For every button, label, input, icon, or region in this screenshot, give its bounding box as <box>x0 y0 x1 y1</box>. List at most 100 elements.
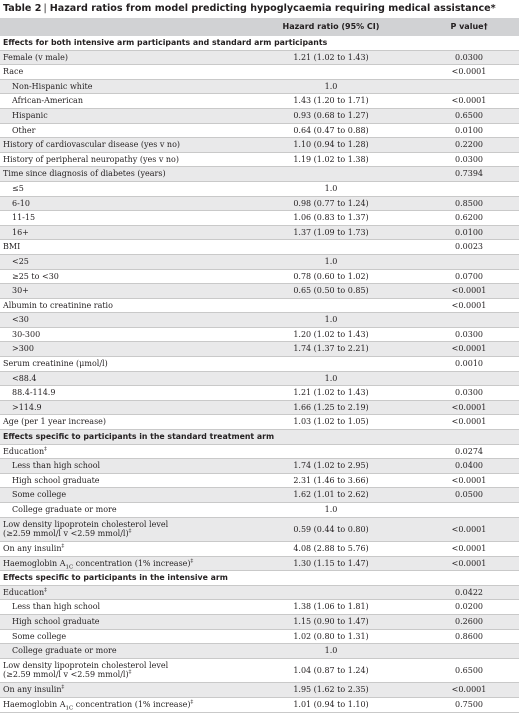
p-value-cell: 0.0200 <box>455 602 483 612</box>
row-label-text: High school graduate <box>12 475 100 485</box>
row-label-text: Low density lipoprotein cholesterol leve… <box>3 660 169 670</box>
row-label-text: Race <box>3 67 24 77</box>
table-row: 88.4-114.9 1.21 (1.02 to 1.43) 0.0300 <box>0 386 519 401</box>
row-label: College graduate or more <box>12 503 117 518</box>
table-row: College graduate or more 1.0 <box>0 503 519 518</box>
table-row: <25 1.0 <box>0 254 519 270</box>
table-row: Age (per 1 year increase) 1.03 (1.02 to 1… <box>0 415 519 431</box>
table-title-text: Hazard ratios from model predicting hypo… <box>49 3 496 14</box>
table-row: Race <0.0001 <box>0 65 519 80</box>
row-label: 30-300 <box>12 328 40 343</box>
p-value-cell: <0.0001 <box>451 402 487 412</box>
row-label: ≥25 to <30 <box>12 270 59 285</box>
row-label-text: concentration (1% increase) <box>73 558 191 568</box>
p-value-cell: 0.0422 <box>455 587 483 597</box>
hazard-ratio-cell: 1.21 (1.02 to 1.43) <box>293 388 369 398</box>
p-value-cell: 0.6200 <box>455 213 483 223</box>
hazard-ratio-cell: 1.74 (1.02 to 2.95) <box>293 461 369 471</box>
p-value-cell: <0.0001 <box>451 67 487 77</box>
table-row: Low density lipoprotein cholesterol leve… <box>0 659 519 684</box>
row-label: Serum creatinine (μmol/l) <box>3 357 108 372</box>
p-value-cell: 0.0700 <box>455 271 483 281</box>
section-heading-row: Effects specific to participants in the … <box>0 430 519 445</box>
p-value-cell: <0.0001 <box>451 524 487 534</box>
table-row: BMI 0.0023 <box>0 240 519 255</box>
table-row: College graduate or more 1.0 <box>0 644 519 659</box>
table-row: >114.9 1.66 (1.25 to 2.19) <0.0001 <box>0 400 519 416</box>
row-label: On any insulin‡ <box>3 542 64 557</box>
row-label-text: 11-15 <box>12 213 36 223</box>
table-row: Serum creatinine (μmol/l) 0.0010 <box>0 357 519 372</box>
row-label-subscript: 1C <box>65 705 74 712</box>
table-number: Table 2 <box>3 3 42 14</box>
header-p-value: P value† <box>450 22 488 31</box>
hazard-ratio-cell: 1.15 (0.90 to 1.47) <box>293 617 369 627</box>
hazard-ratio-cell: 1.38 (1.06 to 1.81) <box>293 602 369 612</box>
hazard-ratio-cell: 1.0 <box>324 81 338 91</box>
p-value-cell: <0.0001 <box>451 417 487 427</box>
row-label-text-line2: (≥2.59 mmol/l v <2.59 mmol/l) <box>3 670 129 680</box>
hazard-ratio-cell: 1.0 <box>324 373 338 383</box>
hazard-ratio-cell: 1.0 <box>324 646 338 656</box>
p-value-cell: 0.6500 <box>455 110 483 120</box>
row-label-text: On any insulin <box>3 544 62 554</box>
row-label-text: College graduate or more <box>12 646 117 656</box>
row-label: High school graduate <box>12 615 100 630</box>
table-title: Table 2 | Hazard ratios from model predict… <box>0 0 519 18</box>
p-value-cell: <0.0001 <box>451 558 487 568</box>
table-row: 11-15 1.06 (0.83 to 1.37) 0.6200 <box>0 211 519 226</box>
table-row: High school graduate 1.15 (0.90 to 1.47) 0… <box>0 615 519 630</box>
row-label-text: Haemoglobin A <box>3 699 66 709</box>
p-value-cell: 0.0400 <box>455 461 483 471</box>
table-row: 16+ 1.37 (1.09 to 1.73) 0.0100 <box>0 225 519 241</box>
row-label: High school graduate <box>12 474 100 489</box>
p-value-cell: 0.0300 <box>455 329 483 339</box>
row-label: Hispanic <box>12 109 48 124</box>
table-row: Other 0.64 (0.47 to 0.88) 0.0100 <box>0 124 519 139</box>
table-row: Female (v male) 1.21 (1.02 to 1.43) 0.0300 <box>0 50 519 66</box>
hazard-ratio-cell: 4.08 (2.88 to 5.76) <box>293 544 369 554</box>
row-label-text: Effects for both intensive arm participa… <box>3 38 328 47</box>
row-label: <88.4 <box>12 372 37 387</box>
row-label-text: >114.9 <box>12 402 42 412</box>
row-label-text: Effects specific to participants in the … <box>3 432 275 442</box>
row-label-text: <88.4 <box>12 373 37 383</box>
row-label: Haemoglobin A1C concentration (1% increa… <box>3 698 193 713</box>
row-label: Less than high school <box>12 600 100 615</box>
row-label: ≤5 <box>12 182 24 197</box>
table-row: Hispanic 0.93 (0.68 to 1.27) 0.6500 <box>0 108 519 124</box>
p-value-cell: 0.0010 <box>455 359 483 369</box>
hazard-ratio-cell: 0.59 (0.44 to 0.80) <box>293 524 369 534</box>
row-label-text: >300 <box>12 344 34 354</box>
row-label: History of cardiovascular disease (yes v… <box>3 138 180 153</box>
row-label: Female (v male) <box>3 51 68 66</box>
section-heading-row: Effects specific to participants in the … <box>0 571 519 586</box>
row-label-text: 6-10 <box>12 198 30 208</box>
row-label-text: Less than high school <box>12 602 101 612</box>
p-value-cell: 0.0300 <box>455 388 483 398</box>
table-row: High school graduate 2.31 (1.46 to 3.66) <… <box>0 474 519 489</box>
table-row: <88.4 1.0 <box>0 371 519 387</box>
p-value-cell: 0.7500 <box>455 699 483 709</box>
section-heading: Effects specific to participants in the … <box>3 571 228 586</box>
p-value-cell: <0.0001 <box>451 300 487 310</box>
row-label-text: Education <box>3 587 45 597</box>
table-row: Time since diagnosis of diabetes (years)… <box>0 167 519 182</box>
p-value-cell: <0.0001 <box>451 685 487 695</box>
table-row: Haemoglobin A1C concentration (1% increa… <box>0 556 519 572</box>
table-row: Education‡ 0.0422 <box>0 585 519 601</box>
p-value-cell: <0.0001 <box>451 344 487 354</box>
table-body: Effects for both intensive arm participa… <box>0 36 519 713</box>
hazard-ratio-cell: 1.01 (0.94 to 1.10) <box>293 699 369 709</box>
row-label: Low density lipoprotein cholesterol leve… <box>3 661 168 680</box>
row-label-text: Albumin to creatinine ratio <box>3 300 113 310</box>
row-label: Some college <box>12 488 66 503</box>
row-label: History of peripheral neuropathy (yes v … <box>3 153 179 168</box>
table-row: Education‡ 0.0274 <box>0 445 519 460</box>
table-row: History of peripheral neuropathy (yes v … <box>0 153 519 168</box>
row-label-text: Age (per 1 year increase) <box>3 417 107 427</box>
hazard-ratio-cell: 1.21 (1.02 to 1.43) <box>293 52 369 62</box>
table-row: >300 1.74 (1.37 to 2.21) <0.0001 <box>0 342 519 358</box>
row-label-text: Female (v male) <box>3 52 68 62</box>
section-heading: Effects for both intensive arm participa… <box>3 36 327 51</box>
